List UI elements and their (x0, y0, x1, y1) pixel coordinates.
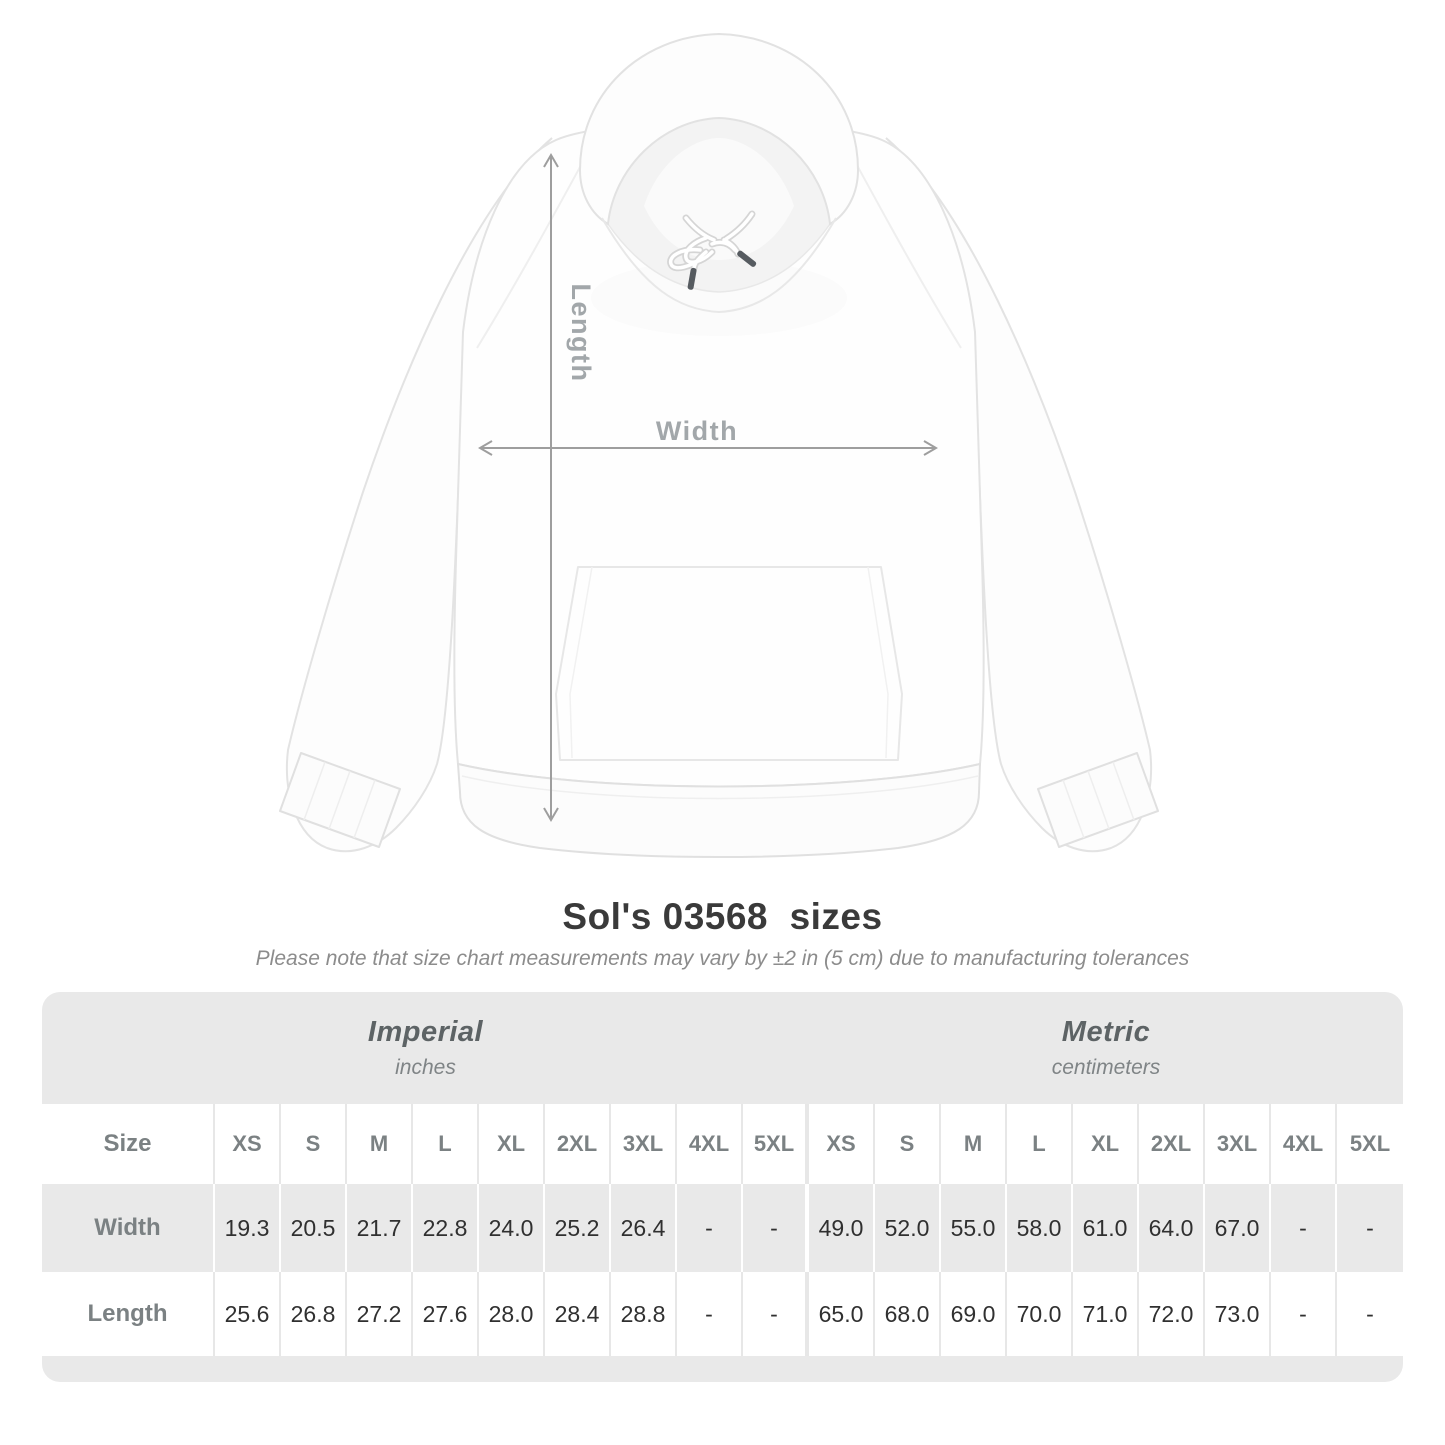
width-metric-3xl: 67.0 (1205, 1184, 1271, 1272)
length-metric-4xl: - (1271, 1272, 1337, 1356)
width-imperial-2xl: 25.2 (545, 1184, 611, 1272)
width-metric-5xl: - (1366, 1214, 1374, 1241)
metric-unit-header: Metric centimeters (809, 992, 1403, 1104)
size-header-row: Size XS S M L XL 2XL 3XL 4XL 5XL XS S M … (42, 1104, 1403, 1184)
width-arrow (478, 440, 938, 456)
size-header-imperial-5xl: 5XL (743, 1104, 809, 1184)
width-row: Width 19.3 20.5 21.7 22.8 24.0 25.2 26.4… (42, 1184, 1403, 1272)
size-header-imperial-s: S (281, 1104, 347, 1184)
width-measurement-label: Width (656, 416, 738, 446)
page-title: Sol's 03568 sizes (562, 896, 883, 937)
drawstring-aglet-left (687, 267, 697, 290)
length-metric-l: 70.0 (1007, 1272, 1073, 1356)
imperial-unit-label: inches (395, 1056, 456, 1079)
width-metric-s: 52.0 (875, 1184, 941, 1272)
product-measurement-diagram: Length Width (279, 32, 1159, 858)
size-header-imperial-m: M (347, 1104, 413, 1184)
drawstring-aglet-right (737, 250, 757, 267)
size-header-metric-xl: XL (1073, 1104, 1139, 1184)
length-imperial-xs: 25.6 (215, 1272, 281, 1356)
hoodie-hood (578, 32, 860, 314)
hoodie-hem (456, 762, 982, 858)
length-imperial-5xl: - (743, 1272, 809, 1356)
length-row: Length 25.6 26.8 27.2 27.6 28.0 28.4 28.… (42, 1272, 1403, 1356)
row-header-size: Size (42, 1104, 215, 1184)
size-header-imperial-3xl: 3XL (611, 1104, 677, 1184)
length-metric-3xl: 73.0 (1205, 1272, 1271, 1356)
row-label-width: Width (42, 1184, 215, 1272)
length-metric-5xl: - (1366, 1300, 1374, 1327)
size-header-imperial-xs: XS (215, 1104, 281, 1184)
width-metric-2xl: 64.0 (1139, 1184, 1205, 1272)
row-label-length: Length (42, 1272, 215, 1356)
size-header-metric-xs: XS (809, 1104, 875, 1184)
width-imperial-3xl: 26.4 (611, 1184, 677, 1272)
size-header-metric-m: M (941, 1104, 1007, 1184)
size-header-imperial-2xl: 2XL (545, 1104, 611, 1184)
size-header-metric-l: L (1007, 1104, 1073, 1184)
size-header-metric-5xl: 5XL (1349, 1131, 1391, 1156)
length-imperial-4xl: - (677, 1272, 743, 1356)
imperial-unit-header: Imperial inches (42, 992, 809, 1104)
length-metric-xl: 71.0 (1073, 1272, 1139, 1356)
size-header-metric-4xl: 4XL (1271, 1104, 1337, 1184)
width-metric-l: 58.0 (1007, 1184, 1073, 1272)
size-header-metric-3xl: 3XL (1205, 1104, 1271, 1184)
width-imperial-xl: 24.0 (479, 1184, 545, 1272)
hoodie-pocket (555, 566, 903, 761)
size-header-imperial-xl: XL (479, 1104, 545, 1184)
length-imperial-2xl: 28.4 (545, 1272, 611, 1356)
size-header-imperial-4xl: 4XL (677, 1104, 743, 1184)
width-imperial-s: 20.5 (281, 1184, 347, 1272)
length-arrow (543, 153, 559, 822)
metric-unit-label: centimeters (1051, 1056, 1161, 1079)
width-imperial-4xl: - (677, 1184, 743, 1272)
width-metric-m: 55.0 (941, 1184, 1007, 1272)
metric-title: Metric (1061, 1016, 1151, 1048)
hoodie-right-cuff (1037, 752, 1159, 848)
hoodie-drawstrings (667, 210, 756, 272)
size-chart-card: Imperial inches Metric centimeters Size … (42, 992, 1403, 1382)
hoodie-left-cuff (279, 752, 401, 848)
width-metric-xs: 49.0 (809, 1184, 875, 1272)
length-measurement-label: Length (566, 284, 596, 383)
length-imperial-xl: 28.0 (479, 1272, 545, 1356)
size-header-metric-2xl: 2XL (1139, 1104, 1205, 1184)
width-imperial-xs: 19.3 (215, 1184, 281, 1272)
width-metric-4xl: - (1271, 1184, 1337, 1272)
unit-header: Imperial inches Metric centimeters (42, 992, 1403, 1104)
length-imperial-s: 26.8 (281, 1272, 347, 1356)
length-metric-2xl: 72.0 (1139, 1272, 1205, 1356)
width-imperial-l: 22.8 (413, 1184, 479, 1272)
length-metric-xs: 65.0 (809, 1272, 875, 1356)
length-metric-m: 69.0 (941, 1272, 1007, 1356)
length-imperial-m: 27.2 (347, 1272, 413, 1356)
hoodie-illustration: Length Width (279, 32, 1159, 858)
imperial-title: Imperial (367, 1016, 484, 1048)
length-imperial-l: 27.6 (413, 1272, 479, 1356)
size-header-imperial-l: L (413, 1104, 479, 1184)
size-header-metric-s: S (875, 1104, 941, 1184)
width-metric-xl: 61.0 (1073, 1184, 1139, 1272)
length-metric-s: 68.0 (875, 1272, 941, 1356)
width-imperial-5xl: - (743, 1184, 809, 1272)
size-tolerance-note: Please note that size chart measurements… (255, 947, 1190, 970)
chest-shading (591, 260, 847, 336)
width-imperial-m: 21.7 (347, 1184, 413, 1272)
length-imperial-3xl: 28.8 (611, 1272, 677, 1356)
